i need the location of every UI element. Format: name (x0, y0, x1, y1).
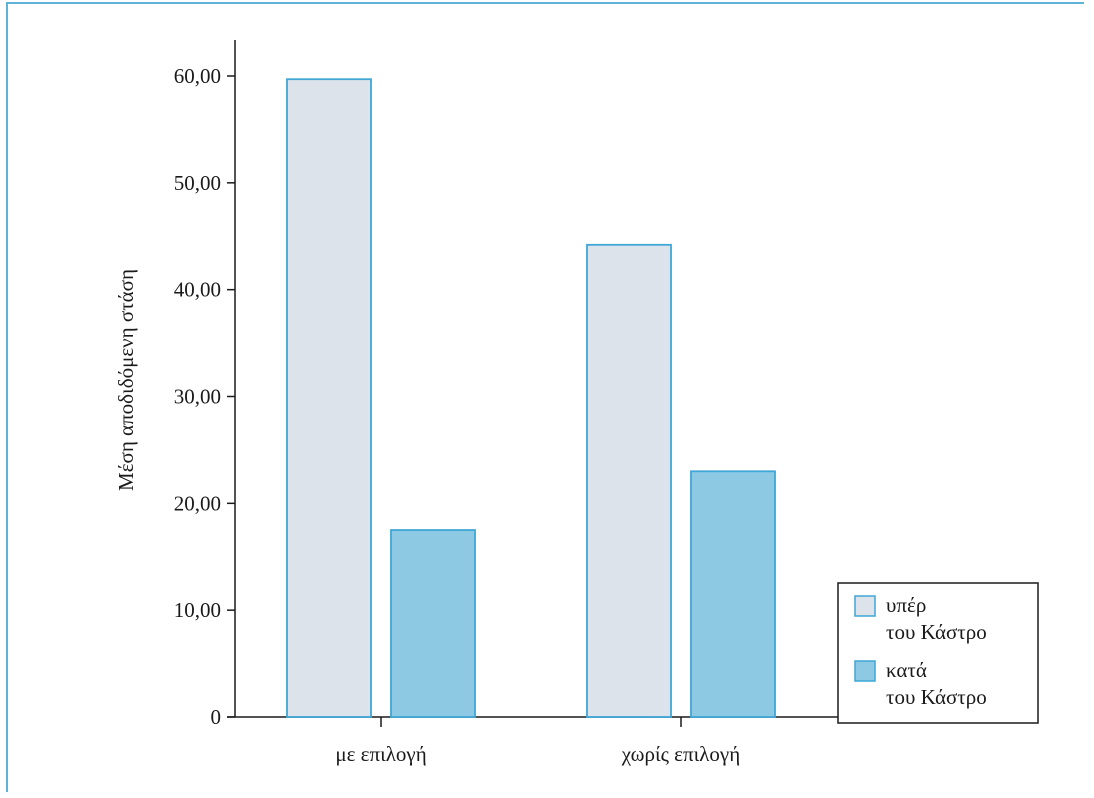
legend-label: υπέρ (886, 593, 926, 617)
y-tick-label: 50,00 (174, 171, 221, 195)
bar (690, 470, 776, 718)
x-tick-label: με επιλογή (335, 742, 426, 766)
y-tick-label: 30,00 (174, 385, 221, 409)
bar (286, 78, 372, 718)
x-tick-label: χωρίς επιλογή (621, 742, 740, 766)
legend-label: του Κάστρο (886, 685, 987, 709)
legend-swatch (854, 595, 876, 617)
legend: υπέρ του Κάστρο κατά του Κάστρο (837, 582, 1039, 724)
y-tick-label: 20,00 (174, 491, 221, 515)
y-tick-label: 40,00 (174, 278, 221, 302)
y-tick-label: 0 (211, 705, 222, 729)
bars (286, 78, 776, 718)
y-tick-label: 60,00 (174, 64, 221, 88)
legend-label: του Κάστρο (886, 620, 987, 644)
bar (390, 529, 476, 718)
bar (586, 243, 672, 718)
y-tick-label: 10,00 (174, 598, 221, 622)
legend-label: κατά (886, 658, 927, 682)
chart-frame (6, 2, 1084, 792)
y-ticks: 0 10,00 20,00 30,00 40,00 50,00 60,00 (174, 64, 235, 729)
y-axis-title: Μέση αποδιδόμενη στάση (114, 269, 138, 491)
legend-swatch (854, 660, 876, 682)
x-ticks: με επιλογή χωρίς επιλογή (335, 717, 740, 766)
